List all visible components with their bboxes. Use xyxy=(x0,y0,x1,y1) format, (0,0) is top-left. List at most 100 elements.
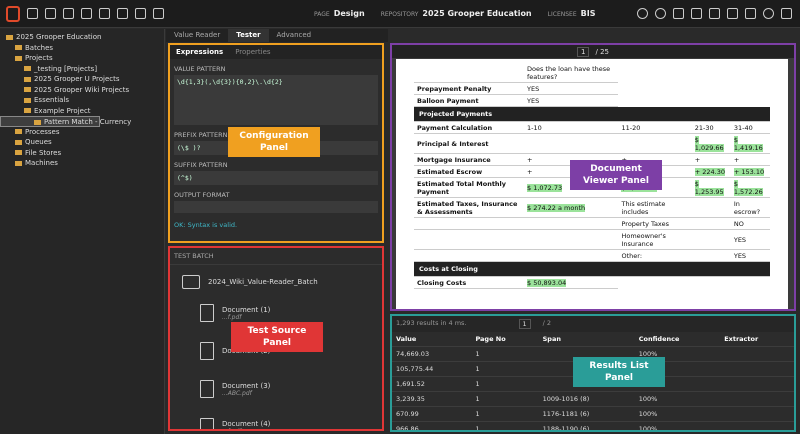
tab[interactable]: Advanced xyxy=(276,31,312,39)
tree-item[interactable]: Example Project xyxy=(0,106,164,117)
field-label: OUTPUT FORMAT xyxy=(174,191,230,199)
doc-text: In escrow? xyxy=(733,199,761,216)
tree-item[interactable]: 2025 Grooper U Projects xyxy=(0,74,164,85)
folder-icon xyxy=(15,55,22,61)
result-row[interactable]: 74,669.03 1 100% xyxy=(392,346,794,362)
home-icon[interactable] xyxy=(27,8,38,19)
download-icon[interactable] xyxy=(709,8,720,19)
result-cell: 1009-1016 (8) xyxy=(538,391,635,407)
folder-icon xyxy=(182,275,200,289)
doc-file: ...f.pdf xyxy=(222,427,242,431)
tab[interactable]: Tester xyxy=(228,29,269,42)
batches-icon[interactable] xyxy=(63,8,74,19)
doc-text: Estimated Taxes, Insurance & Assessments xyxy=(417,199,518,216)
doc-text: Costs at Closing xyxy=(419,265,478,273)
doc-cell xyxy=(691,249,731,262)
tree-item[interactable]: Machines xyxy=(0,158,164,169)
page-number[interactable]: 1 xyxy=(577,46,590,57)
batch-name: 2024_Wiki_Value-Reader_Batch xyxy=(208,278,318,286)
field-input[interactable]: \d{1,3}(,\d{3}){0,2}\.\d{2} xyxy=(174,75,378,125)
column-header: Span xyxy=(538,332,635,347)
tree-item[interactable]: Processes xyxy=(0,127,164,138)
doc-text: YES xyxy=(527,96,540,105)
tree-item[interactable]: 2025 Grooper Education xyxy=(0,32,164,43)
doc-cell xyxy=(691,197,731,218)
find-icon[interactable] xyxy=(691,8,702,19)
menu-icon[interactable] xyxy=(781,8,792,19)
field-input[interactable] xyxy=(174,201,378,213)
document[interactable]: Document (4) ...f.pdf xyxy=(200,413,382,431)
tab[interactable]: Value Reader xyxy=(174,31,221,39)
result-page: 1 xyxy=(475,410,480,418)
config-fields: VALUE PATTERN \d{1,3}(,\d{3}){0,2}\.\d{2}… xyxy=(170,65,382,213)
doc-cell xyxy=(414,229,524,250)
result-row[interactable]: 670.99 1 1176-1181 (6) 100% xyxy=(392,406,794,422)
batch[interactable]: 2024_Wiki_Value-Reader_Batch xyxy=(182,275,382,289)
field-input[interactable]: (^$) xyxy=(174,171,378,185)
doc-text: Document (1) ...f.pdf xyxy=(222,306,270,321)
doc-text: YES xyxy=(733,235,747,244)
doc-text: Does the loan have these features? xyxy=(527,64,611,81)
tree-item[interactable]: 2025 Grooper Wiki Projects xyxy=(0,85,164,96)
tree-item[interactable]: _testing [Projects] xyxy=(0,64,164,75)
result-cell: 3,239.35 xyxy=(392,391,472,407)
add2-icon[interactable] xyxy=(655,8,666,19)
tree-item[interactable]: Pattern Match - Currency xyxy=(0,116,131,127)
doc-text: Homeowner's Insurance xyxy=(621,231,666,248)
user-icon[interactable] xyxy=(763,8,774,19)
result-row[interactable]: 3,239.35 1 1009-1016 (8) 100% xyxy=(392,391,794,407)
doc-cell: Does the loan have these features? xyxy=(524,63,619,83)
doc-cell xyxy=(691,217,731,230)
viewer-callout: Document Viewer Panel xyxy=(570,160,662,190)
tree-item[interactable]: Queues xyxy=(0,137,164,148)
logo[interactable] xyxy=(6,5,20,22)
document[interactable]: Document (1) ...f.pdf xyxy=(200,299,382,327)
doc-cell: Principal & Interest xyxy=(414,133,524,154)
tree-item[interactable]: Essentials xyxy=(0,95,164,106)
tree-item[interactable]: File Stores xyxy=(0,148,164,159)
tree-label: Example Project xyxy=(34,106,91,115)
design-icon[interactable] xyxy=(45,8,56,19)
doc-name: Document (3) xyxy=(222,381,271,390)
doc-text: Estimated Escrow xyxy=(417,167,483,176)
jobs-icon[interactable] xyxy=(117,8,128,19)
result-cell: 100% xyxy=(634,421,721,430)
result-value: 670.99 xyxy=(396,410,419,418)
folder-icon xyxy=(24,97,31,103)
doc-icon xyxy=(200,418,214,429)
import-icon[interactable] xyxy=(99,8,110,19)
result-cell: 74,669.03 xyxy=(392,346,472,362)
result-confidence: 100% xyxy=(638,350,658,358)
doc-row: Does the loan have these features? xyxy=(414,63,770,83)
search-icon[interactable] xyxy=(153,8,164,19)
config-tab[interactable]: Expressions xyxy=(176,48,224,56)
document[interactable]: Document (3) ...ABC.pdf xyxy=(200,375,382,403)
folder-icon xyxy=(15,150,22,155)
tree-item[interactable]: Batches xyxy=(0,43,164,54)
results-page[interactable]: 1 xyxy=(518,319,531,329)
refresh-icon[interactable] xyxy=(673,8,684,19)
results-table: Value Page No Span Confidence Extractor 74,66… xyxy=(392,332,794,432)
tree-item[interactable]: Projects xyxy=(0,53,164,64)
doc-cell: + xyxy=(730,153,770,166)
tree-label: Queues xyxy=(25,138,52,146)
doc-cell: Estimated Escrow xyxy=(414,165,524,178)
doc-text: 1-10 xyxy=(527,123,542,132)
result-value: 966.86 xyxy=(396,425,419,432)
column-header: Extractor xyxy=(720,332,794,347)
doc-text: Prepayment Penalty xyxy=(417,84,492,93)
stats-icon[interactable] xyxy=(135,8,146,19)
doc-cell: 11-20 xyxy=(618,121,692,134)
doc-cell xyxy=(524,217,619,230)
db-icon[interactable] xyxy=(745,8,756,19)
doc-icon xyxy=(200,342,214,360)
config-tab[interactable]: Properties xyxy=(235,48,271,56)
result-row[interactable]: 966.86 1 1188-1190 (6) 100% xyxy=(392,421,794,432)
doc-cell: Homeowner's Insurance xyxy=(618,229,692,250)
tasks-icon[interactable] xyxy=(81,8,92,19)
doc-cell: Balloon Payment xyxy=(414,94,524,107)
add-icon[interactable] xyxy=(637,8,648,19)
upload-icon[interactable] xyxy=(727,8,738,19)
doc-row: Estimated Taxes, Insurance & Assessments… xyxy=(414,197,770,218)
